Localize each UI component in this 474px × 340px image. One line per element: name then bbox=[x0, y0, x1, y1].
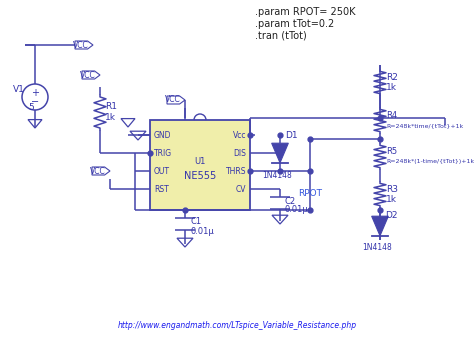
Text: R4: R4 bbox=[386, 111, 397, 120]
Text: 0.01μ: 0.01μ bbox=[285, 205, 309, 215]
Polygon shape bbox=[372, 216, 388, 236]
Polygon shape bbox=[82, 71, 100, 79]
Text: .param tTot=0.2: .param tTot=0.2 bbox=[255, 19, 334, 29]
Polygon shape bbox=[272, 143, 288, 163]
Text: 1k: 1k bbox=[386, 195, 397, 204]
Text: http://www.engandmath.com/LTspice_Variable_Resistance.php: http://www.engandmath.com/LTspice_Variab… bbox=[118, 321, 356, 329]
Polygon shape bbox=[167, 96, 185, 104]
Text: 1N4148: 1N4148 bbox=[262, 170, 292, 180]
Text: R=248k*(1-time/{tTot})+1k: R=248k*(1-time/{tTot})+1k bbox=[386, 159, 474, 164]
Text: CV: CV bbox=[236, 185, 246, 193]
Text: R5: R5 bbox=[386, 147, 397, 156]
Text: TRIG: TRIG bbox=[154, 149, 172, 157]
Polygon shape bbox=[177, 238, 193, 247]
Text: 5: 5 bbox=[28, 102, 34, 112]
Polygon shape bbox=[130, 131, 146, 140]
Text: U1: U1 bbox=[194, 157, 206, 167]
Text: NE555: NE555 bbox=[184, 171, 216, 181]
Text: C1: C1 bbox=[191, 218, 202, 226]
Text: R1: R1 bbox=[105, 102, 117, 111]
Text: THRS: THRS bbox=[226, 167, 246, 175]
Text: R=248k*time/{tTot}+1k: R=248k*time/{tTot}+1k bbox=[386, 123, 463, 128]
Text: .param RPOT= 250K: .param RPOT= 250K bbox=[255, 7, 356, 17]
Text: +: + bbox=[31, 88, 39, 98]
FancyBboxPatch shape bbox=[150, 120, 250, 210]
Text: R3: R3 bbox=[386, 185, 398, 194]
Text: D1: D1 bbox=[285, 132, 298, 140]
Text: .tran (tTot): .tran (tTot) bbox=[255, 31, 307, 41]
Polygon shape bbox=[92, 167, 110, 175]
Polygon shape bbox=[28, 120, 42, 128]
Text: 1k: 1k bbox=[105, 113, 116, 122]
Polygon shape bbox=[75, 41, 93, 49]
Text: 0.01μ: 0.01μ bbox=[191, 226, 215, 236]
Polygon shape bbox=[272, 215, 288, 224]
Text: VCC: VCC bbox=[73, 40, 89, 50]
Text: V1: V1 bbox=[13, 85, 25, 94]
Text: 1N4148: 1N4148 bbox=[362, 243, 392, 253]
Text: OUT: OUT bbox=[154, 167, 170, 175]
Text: RST: RST bbox=[154, 185, 169, 193]
Polygon shape bbox=[121, 119, 135, 127]
Text: VCC: VCC bbox=[91, 167, 106, 175]
Text: VCC: VCC bbox=[81, 70, 96, 80]
Text: GND: GND bbox=[154, 131, 172, 139]
Text: DIS: DIS bbox=[233, 149, 246, 157]
Text: RPOT: RPOT bbox=[298, 189, 322, 199]
Text: −: − bbox=[31, 97, 39, 107]
Text: 1k: 1k bbox=[386, 83, 397, 92]
Text: R2: R2 bbox=[386, 73, 398, 82]
Text: C2: C2 bbox=[285, 197, 296, 205]
Text: D2: D2 bbox=[385, 211, 398, 221]
Text: Vcc: Vcc bbox=[233, 131, 246, 139]
Text: VCC: VCC bbox=[165, 96, 181, 104]
